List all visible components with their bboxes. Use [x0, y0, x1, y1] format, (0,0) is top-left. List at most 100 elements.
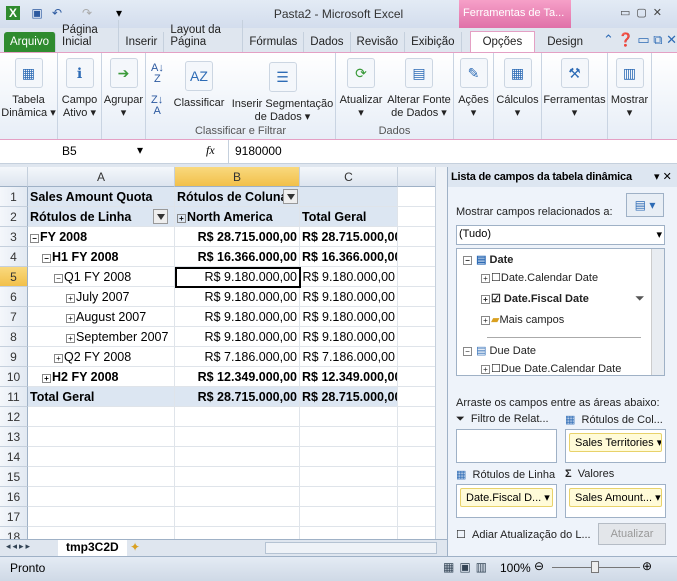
- row-header[interactable]: 3: [0, 227, 28, 247]
- sheet-nav-arrows[interactable]: ◂◂▸▸: [6, 541, 33, 551]
- cell-b4[interactable]: R$ 16.366.000,00: [175, 247, 300, 267]
- expand-icon[interactable]: +: [177, 214, 186, 223]
- update-button[interactable]: Atualizar: [598, 523, 666, 545]
- calculos-button[interactable]: ▦ Cálculos ▾: [494, 53, 542, 139]
- column-header-b[interactable]: B: [175, 167, 300, 187]
- cell-empty[interactable]: [398, 307, 435, 327]
- cell-empty[interactable]: [398, 347, 435, 367]
- redo-icon[interactable]: ↷: [81, 6, 93, 20]
- cell-empty[interactable]: [398, 427, 435, 447]
- cell-empty[interactable]: [175, 467, 300, 487]
- expand-collapse-icon[interactable]: +: [66, 294, 75, 303]
- zoom-level[interactable]: 100%: [500, 561, 531, 575]
- cell-a4[interactable]: − H1 FY 2008: [28, 247, 175, 267]
- tab-inserir[interactable]: Inserir: [119, 32, 165, 52]
- cell-empty[interactable]: [398, 387, 435, 407]
- ferramentas-button[interactable]: ⚒ Ferramentas ▾: [542, 53, 608, 139]
- cell-empty[interactable]: [28, 507, 175, 527]
- select-all-corner[interactable]: [0, 167, 28, 187]
- expand-collapse-icon[interactable]: −: [30, 234, 39, 243]
- cell-empty[interactable]: [300, 487, 398, 507]
- classificar-button[interactable]: AZ Classificar: [170, 61, 228, 109]
- cell-a1[interactable]: Sales Amount Quota: [28, 187, 175, 207]
- column-header-d[interactable]: [398, 167, 435, 187]
- row-header[interactable]: 18: [0, 527, 28, 539]
- cell-a10[interactable]: + H2 FY 2008: [28, 367, 175, 387]
- row-header[interactable]: 12: [0, 407, 28, 427]
- cell-b10[interactable]: R$ 12.349.000,00: [175, 367, 300, 387]
- related-dropdown[interactable]: (Tudo) ▾: [456, 225, 665, 245]
- cell-b3[interactable]: R$ 28.715.000,00: [175, 227, 300, 247]
- chevron-down-icon[interactable]: ▾: [656, 229, 662, 241]
- cell-a8[interactable]: + September 2007: [28, 327, 175, 347]
- field-date-calendar[interactable]: + ☐Date.Calendar Date: [481, 271, 598, 284]
- cell-empty[interactable]: [175, 487, 300, 507]
- row-header[interactable]: 13: [0, 427, 28, 447]
- cell-empty[interactable]: [175, 507, 300, 527]
- cell-c7[interactable]: R$ 9.180.000,00: [300, 307, 398, 327]
- row-header[interactable]: 1: [0, 187, 28, 207]
- sort-za-icon[interactable]: Z↓ A: [151, 94, 164, 117]
- cell-empty[interactable]: [28, 447, 175, 467]
- row-header[interactable]: 4: [0, 247, 28, 267]
- tab-revisao[interactable]: Revisão: [351, 32, 406, 52]
- tab-exibicao[interactable]: Exibição: [405, 32, 462, 52]
- cell-c10[interactable]: R$ 12.349.000,00: [300, 367, 398, 387]
- tab-design[interactable]: Design: [547, 36, 584, 48]
- field-table-due-date[interactable]: − ▤ Due Date: [463, 344, 536, 357]
- cell-b1[interactable]: Rótulos de Coluna: [175, 187, 300, 207]
- insert-sheet-icon[interactable]: ✦: [130, 540, 141, 554]
- cell-b2[interactable]: + North America: [175, 207, 300, 227]
- tab-pagina-inicial[interactable]: Página Inicial: [56, 20, 120, 52]
- cell-a6[interactable]: + July 2007: [28, 287, 175, 307]
- expand-collapse-icon[interactable]: −: [54, 274, 63, 283]
- cell-empty[interactable]: [300, 507, 398, 527]
- cell-empty[interactable]: [175, 527, 300, 539]
- cell-b8[interactable]: R$ 9.180.000,00: [175, 327, 300, 347]
- cell-c11[interactable]: R$ 28.715.000,00: [300, 387, 398, 407]
- cell-empty[interactable]: [398, 327, 435, 347]
- horizontal-scrollbar[interactable]: [265, 542, 437, 554]
- cell-a7[interactable]: + August 2007: [28, 307, 175, 327]
- name-box[interactable]: B5: [62, 144, 77, 158]
- zoom-out-icon[interactable]: ⊖: [534, 559, 545, 573]
- cell-empty[interactable]: [398, 507, 435, 527]
- rows-field-chip[interactable]: Date.Fiscal D... ▾: [460, 488, 553, 507]
- sheet-tab[interactable]: tmp3C2D: [58, 540, 127, 556]
- formula-input[interactable]: 9180000: [228, 140, 664, 163]
- agrupar-button[interactable]: ➔ Agrupar ▾: [102, 53, 146, 139]
- cell-c3[interactable]: R$ 28.715.000,00: [300, 227, 398, 247]
- row-header[interactable]: 6: [0, 287, 28, 307]
- cell-b11[interactable]: R$ 28.715.000,00: [175, 387, 300, 407]
- save-icon[interactable]: ▣: [31, 6, 43, 20]
- customize-toolbar-icon[interactable]: ▾: [115, 6, 123, 20]
- columns-drop-area[interactable]: Sales Territories ▾: [565, 429, 666, 463]
- cell-empty[interactable]: [398, 487, 435, 507]
- cell-empty[interactable]: [175, 447, 300, 467]
- filter-drop-area[interactable]: [456, 429, 557, 463]
- function-icon[interactable]: fx: [206, 143, 215, 157]
- row-header[interactable]: 17: [0, 507, 28, 527]
- cell-empty[interactable]: [28, 427, 175, 447]
- cell-empty[interactable]: [28, 467, 175, 487]
- column-header-a[interactable]: A: [28, 167, 175, 187]
- cell-a3[interactable]: − FY 2008: [28, 227, 175, 247]
- cell-empty[interactable]: [398, 447, 435, 467]
- help-icon[interactable]: ⌃ ❓ ▭ ⧉ ✕: [603, 32, 677, 47]
- cell-b9[interactable]: R$ 7.186.000,00: [175, 347, 300, 367]
- cell-empty[interactable]: [300, 407, 398, 427]
- field-more-fields[interactable]: + ▰Mais campos: [481, 313, 564, 326]
- zoom-slider-thumb[interactable]: [591, 561, 599, 573]
- tab-layout[interactable]: Layout da Página: [164, 20, 244, 52]
- cell-empty[interactable]: [300, 427, 398, 447]
- cell-c8[interactable]: R$ 9.180.000,00: [300, 327, 398, 347]
- cell-c4[interactable]: R$ 16.366.000,00: [300, 247, 398, 267]
- cell-a9[interactable]: + Q2 FY 2008: [28, 347, 175, 367]
- mostrar-button[interactable]: ▥ Mostrar ▾: [608, 53, 652, 139]
- window-controls[interactable]: ▭▢✕: [620, 7, 669, 19]
- chevron-down-icon[interactable]: ▾: [137, 143, 144, 157]
- row-header[interactable]: 11: [0, 387, 28, 407]
- cell-empty[interactable]: [398, 187, 435, 207]
- sort-az-icon[interactable]: A↓ Z: [151, 62, 164, 85]
- field-date-fiscal[interactable]: + ☑ Date.Fiscal Date: [481, 292, 589, 305]
